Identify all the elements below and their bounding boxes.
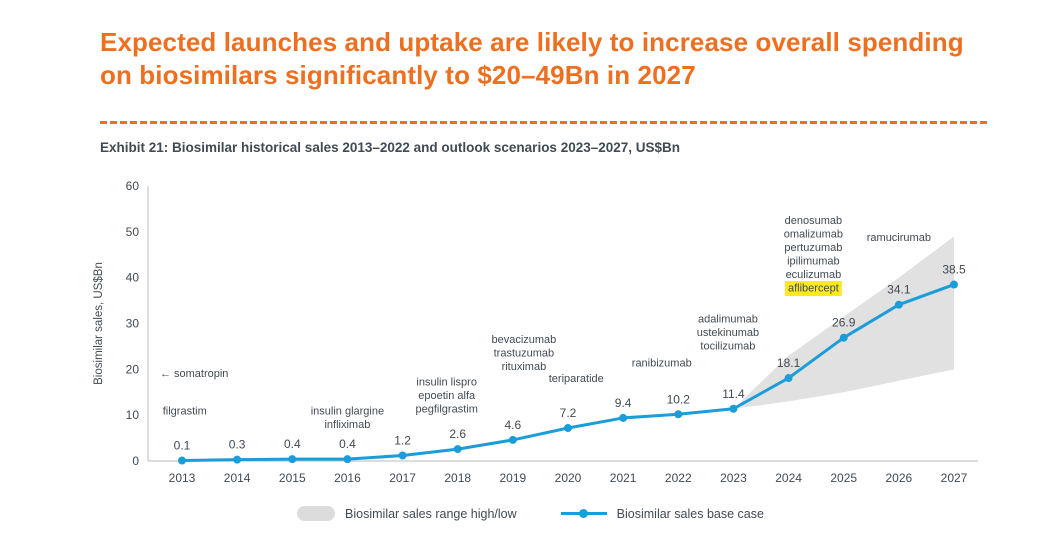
- drug-annotation: epoetin alfa: [418, 390, 476, 402]
- x-tick-label: 2018: [444, 471, 471, 485]
- data-point: [343, 455, 352, 464]
- drug-annotation: ramucirumab: [867, 232, 931, 244]
- chart-legend: Biosimilar sales range high/low Biosimil…: [0, 506, 1061, 521]
- drug-annotation: infliximab: [324, 419, 370, 431]
- data-point: [729, 404, 738, 413]
- data-point: [233, 455, 242, 464]
- drug-annotation: denosumab: [785, 215, 843, 227]
- value-label: 1.2: [394, 434, 411, 448]
- title-divider: [100, 121, 988, 124]
- line-swatch-icon: [560, 509, 607, 518]
- exhibit-caption: Exhibit 21: Biosimilar historical sales …: [100, 140, 681, 155]
- value-label: 0.3: [229, 438, 246, 452]
- value-label: 0.4: [339, 437, 356, 451]
- y-tick-label: 60: [126, 179, 140, 193]
- drug-annotation: eculizumab: [786, 269, 842, 281]
- drug-annotation: pertuzumab: [784, 242, 842, 254]
- x-tick-label: 2023: [720, 471, 747, 485]
- y-tick-label: 20: [126, 362, 140, 376]
- x-tick-label: 2013: [169, 471, 196, 485]
- drug-annotation: bevacizumab: [491, 334, 556, 346]
- data-point: [894, 300, 903, 309]
- data-point: [564, 424, 572, 432]
- data-point: [950, 280, 958, 289]
- legend-item-base: Biosimilar sales base case: [560, 506, 764, 521]
- legend-base-label: Biosimilar sales base case: [616, 506, 764, 521]
- x-tick-label: 2019: [500, 471, 527, 485]
- data-point: [674, 410, 683, 419]
- y-tick-label: 0: [132, 454, 139, 468]
- x-tick-label: 2024: [775, 471, 802, 485]
- x-tick-label: 2015: [279, 471, 306, 485]
- annotation-highlight: [785, 281, 842, 297]
- x-tick-label: 2025: [830, 471, 857, 485]
- data-point: [288, 455, 297, 464]
- drug-annotation: omalizumab: [784, 229, 843, 241]
- value-label: 26.9: [832, 316, 856, 330]
- y-tick-label: 30: [126, 317, 140, 331]
- x-tick-label: 2027: [941, 471, 968, 485]
- data-point: [453, 445, 462, 454]
- range-band: [733, 236, 954, 409]
- data-point: [619, 413, 628, 422]
- data-point: [784, 374, 793, 383]
- x-tick-label: 2016: [334, 471, 361, 485]
- page-title: Expected launches and uptake are likely …: [100, 27, 964, 91]
- drug-annotation: teriparatide: [549, 373, 604, 385]
- value-label: 7.2: [560, 406, 577, 420]
- line-dot-icon: [579, 509, 589, 518]
- value-label: 2.6: [449, 427, 466, 441]
- data-point: [508, 435, 517, 444]
- legend-range-label: Biosimilar sales range high/low: [345, 506, 517, 521]
- drug-annotation: ipilimumab: [787, 256, 840, 268]
- x-tick-label: 2017: [389, 471, 416, 485]
- drug-annotation: filgrastim: [163, 405, 207, 417]
- drug-annotation: rituximab: [502, 361, 547, 373]
- drug-annotation: tocilizumab: [700, 341, 755, 353]
- value-label: 0.4: [284, 437, 301, 451]
- chart: 0 10 20 30 40 50 60 2013 2014 2015 2016 2017 2018 201…: [86, 168, 1006, 500]
- band-swatch-icon: [297, 506, 336, 521]
- drug-annotation: insulin lispro: [416, 376, 477, 388]
- value-label: 10.2: [667, 392, 691, 406]
- data-point: [398, 451, 407, 460]
- drug-annotation: ustekinumab: [697, 327, 759, 339]
- drug-annotation: trastuzumab: [494, 347, 555, 359]
- y-tick-label: 10: [126, 408, 140, 422]
- value-label: 38.5: [942, 263, 966, 277]
- drug-annotation: insulin glargine: [311, 405, 384, 417]
- x-tick-label: 2014: [224, 471, 251, 485]
- drug-annotation: aflibercept: [788, 283, 839, 295]
- data-point: [178, 456, 186, 465]
- x-tick-label: 2026: [886, 471, 913, 485]
- x-tick-label: 2022: [665, 471, 692, 485]
- value-label: 4.6: [505, 418, 522, 432]
- value-label: 9.4: [615, 396, 632, 410]
- drug-annotation: ← somatropin: [160, 368, 228, 380]
- chart-svg: 0 10 20 30 40 50 60 2013 2014 2015 2016 2017 2018 201…: [93, 179, 978, 485]
- x-tick-label: 2021: [610, 471, 637, 485]
- y-tick-label: 50: [126, 225, 140, 239]
- value-label: 0.1: [174, 439, 191, 453]
- value-label: 11.4: [722, 387, 745, 401]
- drug-annotation: pegfilgrastim: [416, 403, 478, 415]
- drug-annotation: adalimumab: [698, 314, 758, 326]
- legend-item-range: Biosimilar sales range high/low: [297, 506, 517, 521]
- drug-annotation: ranibizumab: [632, 358, 692, 370]
- x-tick-label: 2020: [555, 471, 582, 485]
- value-label: 18.1: [777, 356, 801, 370]
- value-label: 34.1: [887, 283, 911, 297]
- data-point: [839, 333, 848, 342]
- y-axis-title: Biosimilar sales, US$Bn: [93, 262, 105, 385]
- y-tick-label: 40: [126, 271, 140, 285]
